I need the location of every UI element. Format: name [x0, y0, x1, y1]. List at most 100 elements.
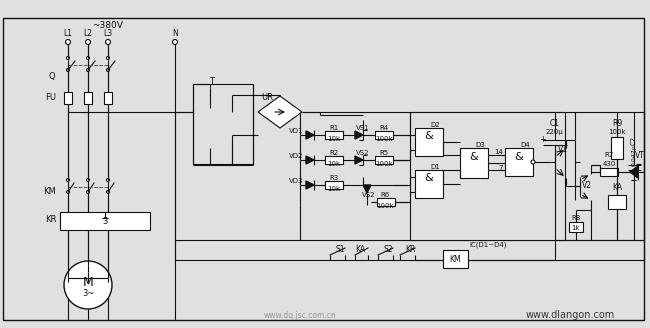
Text: C2: C2 [631, 135, 637, 145]
Bar [415, 128, 443, 156]
Circle shape [172, 39, 177, 45]
Polygon shape [630, 166, 638, 178]
Bar [611, 137, 623, 159]
Text: KM: KM [44, 188, 56, 196]
Text: V2: V2 [582, 181, 592, 191]
Text: KM: KM [449, 255, 461, 263]
Bar [375, 131, 393, 139]
Polygon shape [306, 156, 314, 164]
Circle shape [107, 69, 109, 72]
Bar [415, 170, 443, 198]
Text: 100k: 100k [376, 203, 394, 209]
Text: 100k: 100k [375, 136, 393, 142]
Circle shape [66, 69, 70, 72]
Circle shape [86, 39, 90, 45]
Text: R5: R5 [380, 150, 389, 156]
Text: &: & [424, 131, 434, 141]
Circle shape [66, 178, 70, 181]
Text: N: N [172, 30, 178, 38]
Bar [410, 112, 565, 240]
Bar [60, 212, 150, 230]
Polygon shape [306, 131, 314, 139]
Circle shape [86, 56, 90, 59]
Text: 10k: 10k [328, 136, 341, 142]
Circle shape [107, 191, 109, 194]
Bar [460, 148, 488, 178]
Circle shape [64, 261, 112, 309]
Text: VD3: VD3 [289, 178, 303, 184]
Text: R6: R6 [380, 192, 389, 198]
Bar [375, 156, 393, 164]
Text: KR: KR [45, 215, 56, 224]
Text: S2: S2 [384, 245, 393, 255]
Text: 3~: 3~ [82, 290, 94, 298]
Circle shape [86, 69, 90, 72]
Text: D2: D2 [430, 122, 440, 128]
Text: R2: R2 [330, 150, 339, 156]
Text: IC(D1~D4): IC(D1~D4) [469, 242, 507, 248]
Bar [325, 131, 343, 139]
Text: L2: L2 [83, 30, 92, 38]
Bar [608, 195, 626, 209]
Circle shape [107, 178, 109, 181]
Text: FU: FU [45, 93, 56, 102]
Text: 220μ: 220μ [545, 129, 563, 135]
Text: R1: R1 [330, 125, 339, 131]
Text: 7: 7 [499, 165, 503, 171]
Text: R3: R3 [330, 175, 339, 181]
Polygon shape [306, 181, 314, 189]
Bar [569, 222, 583, 232]
Polygon shape [363, 185, 371, 193]
Text: 10k: 10k [328, 186, 341, 192]
Circle shape [66, 39, 70, 45]
Text: M: M [83, 276, 94, 289]
Text: +: + [540, 134, 547, 144]
Text: &: & [424, 173, 434, 183]
Circle shape [66, 191, 70, 194]
Bar [104, 92, 112, 104]
Bar [505, 148, 533, 176]
Text: T: T [209, 77, 215, 87]
Text: ~380V: ~380V [92, 22, 122, 31]
Polygon shape [355, 156, 363, 164]
Text: R8: R8 [571, 215, 580, 221]
Circle shape [86, 178, 90, 181]
Text: www.dq.jsc.com.cn: www.dq.jsc.com.cn [264, 311, 337, 319]
Text: 10k: 10k [328, 161, 341, 167]
Text: KA: KA [612, 183, 622, 193]
Text: 430: 430 [603, 161, 616, 167]
Text: &: & [515, 152, 523, 162]
Text: D4: D4 [520, 142, 530, 148]
Text: 100k: 100k [375, 161, 393, 167]
Text: D1: D1 [430, 164, 440, 170]
Text: D3: D3 [475, 142, 485, 148]
Text: VD1: VD1 [289, 128, 303, 134]
Circle shape [107, 56, 109, 59]
Text: VS1: VS1 [356, 125, 370, 131]
Text: R9: R9 [612, 118, 622, 128]
Text: 0.047μ: 0.047μ [632, 144, 636, 166]
Text: KA: KA [355, 245, 365, 255]
Circle shape [531, 160, 535, 164]
Text: 1k: 1k [572, 225, 580, 231]
Text: Q: Q [48, 72, 55, 80]
Bar [325, 181, 343, 189]
Bar [84, 92, 92, 104]
Polygon shape [355, 131, 363, 139]
Text: R7: R7 [604, 152, 614, 158]
Text: V1: V1 [558, 146, 568, 154]
Circle shape [66, 56, 70, 59]
Text: 14: 14 [494, 149, 503, 155]
Bar [325, 156, 343, 164]
Bar [377, 198, 395, 206]
Text: &: & [469, 152, 478, 162]
Text: S1: S1 [335, 245, 345, 255]
Text: R4: R4 [380, 125, 389, 131]
Bar [443, 250, 468, 268]
Bar [193, 84, 253, 164]
Circle shape [105, 39, 110, 45]
Text: VD2: VD2 [289, 153, 303, 159]
Bar [600, 168, 618, 176]
Text: VT: VT [635, 151, 645, 159]
Text: L1: L1 [64, 30, 73, 38]
